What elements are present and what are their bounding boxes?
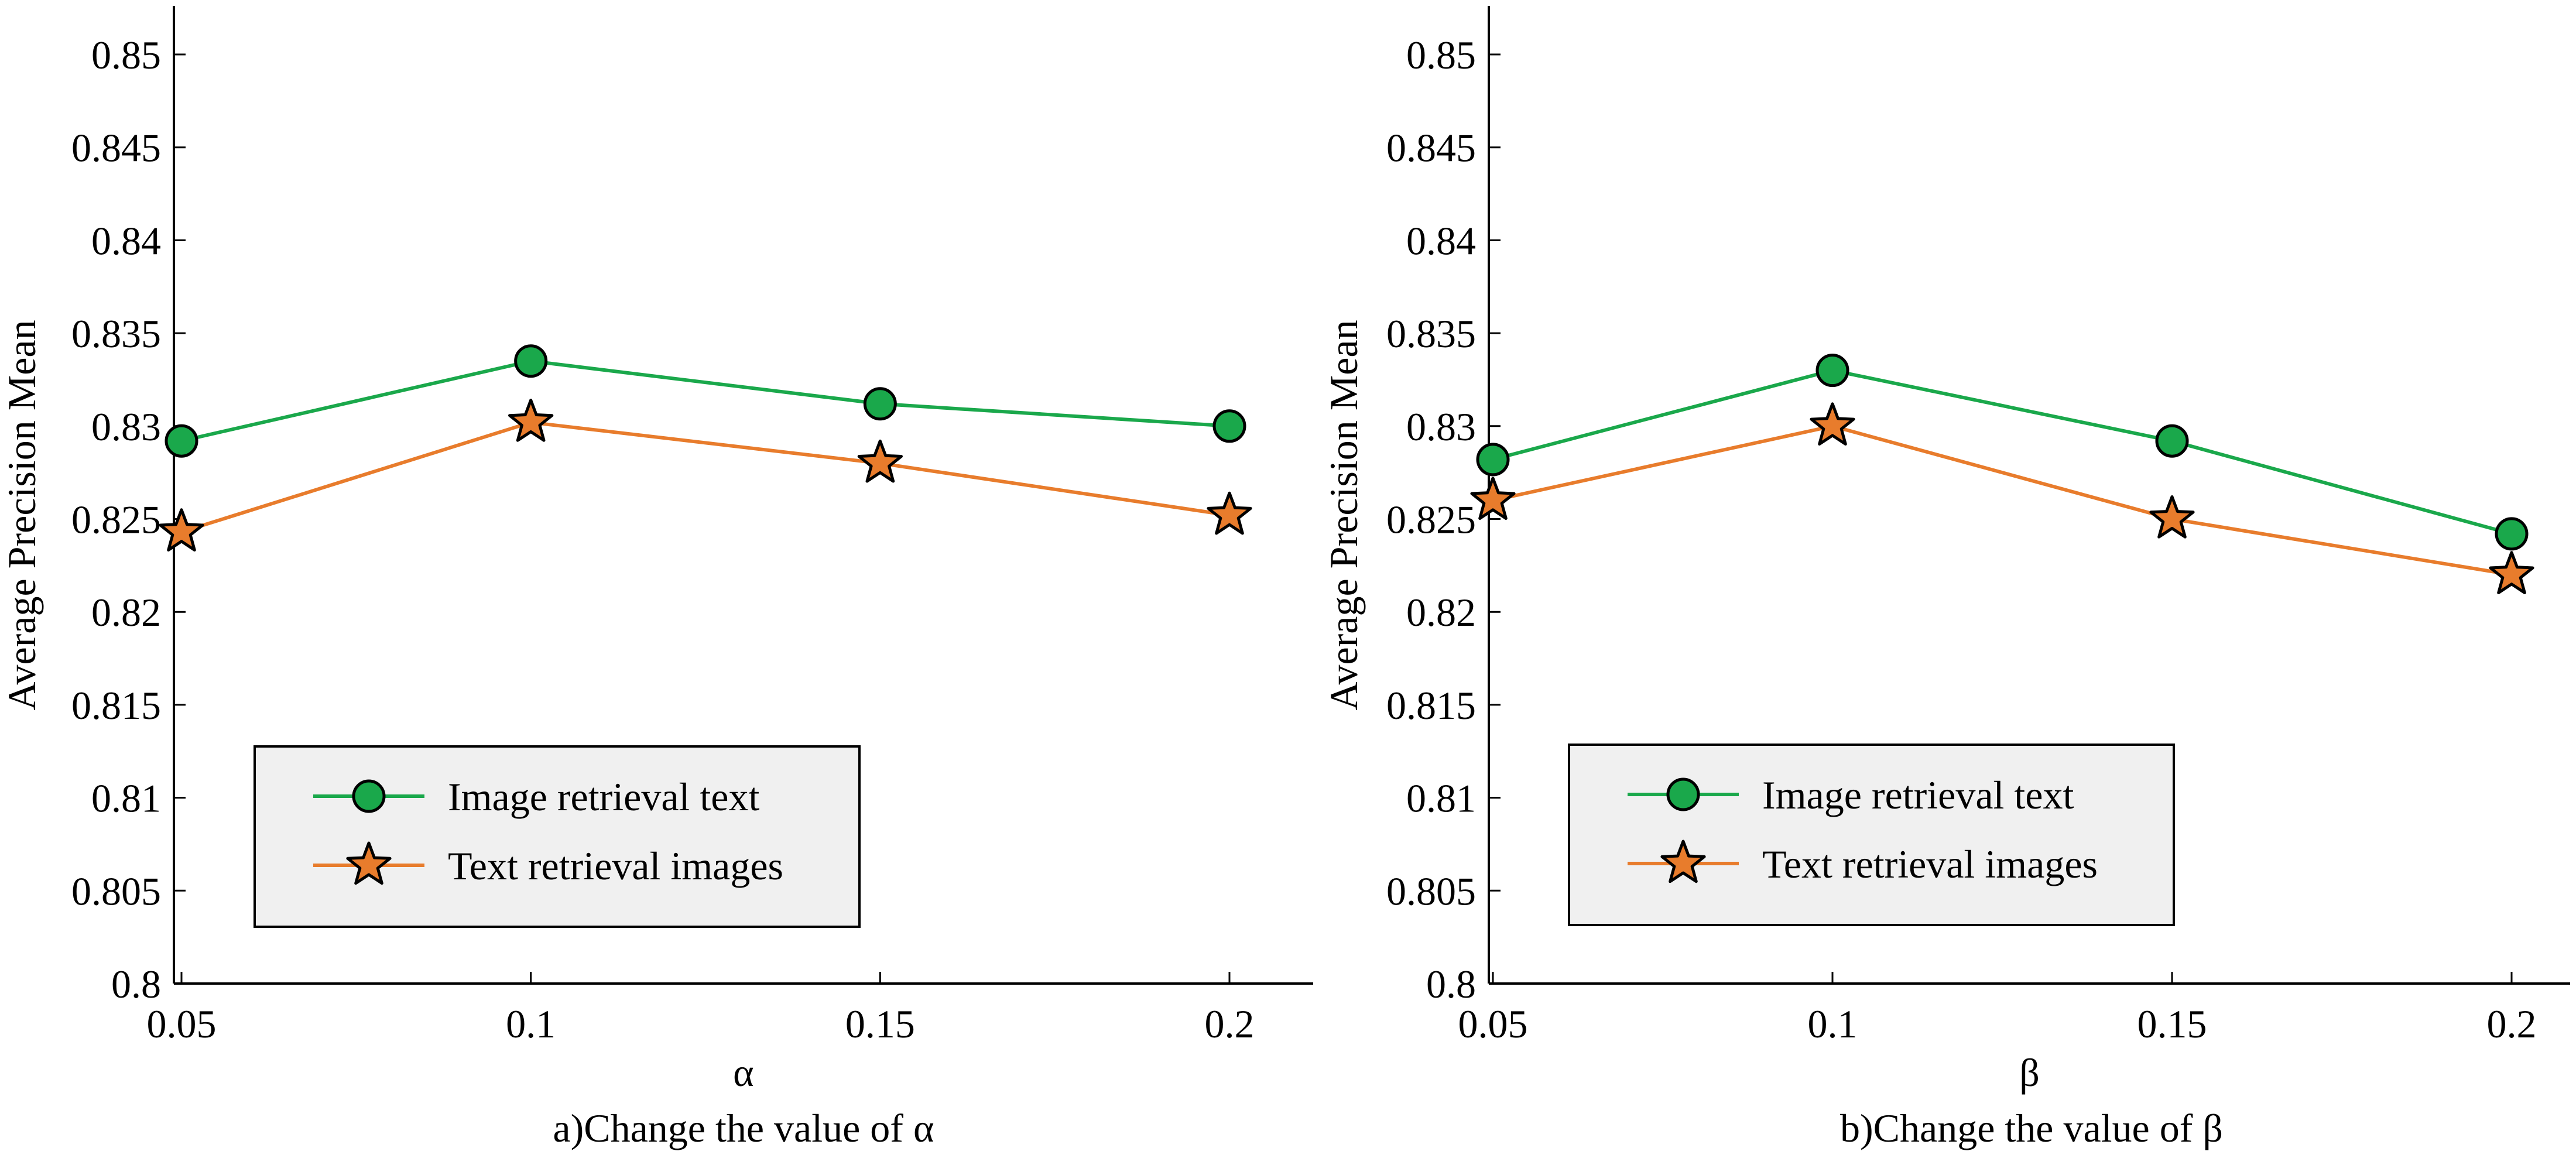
y-tick-label: 0.81 xyxy=(1406,776,1476,821)
y-tick-label: 0.845 xyxy=(71,126,161,170)
series-point-star xyxy=(1810,402,1855,446)
series-point-star xyxy=(1207,491,1252,535)
y-tick-label: 0.82 xyxy=(91,590,161,635)
y-tick-label: 0.835 xyxy=(1386,311,1476,356)
y-tick-label: 0.845 xyxy=(1386,126,1476,170)
y-tick-label: 0.8 xyxy=(111,962,161,1006)
legend-label: Text retrieval images xyxy=(448,844,783,888)
x-tick-label: 0.05 xyxy=(1458,1002,1528,1046)
y-tick-label: 0.84 xyxy=(91,218,161,263)
series-point-circle xyxy=(1212,409,1246,443)
series-point-star xyxy=(2149,495,2195,539)
x-axis-title: β xyxy=(2019,1050,2040,1095)
series-line-1 xyxy=(181,359,1230,443)
legend-marker-circle xyxy=(1666,777,1700,811)
y-tick-label: 0.82 xyxy=(1406,590,1476,635)
series-point-star xyxy=(1470,477,1516,520)
series-point-circle xyxy=(2495,517,2529,551)
series-point-circle xyxy=(863,387,897,421)
series-point-circle xyxy=(2155,424,2189,458)
x-tick-label: 0.2 xyxy=(1205,1002,1255,1046)
y-axis-title: Average Precision Mean xyxy=(0,320,44,710)
x-tick-label: 0.15 xyxy=(2137,1002,2207,1046)
panel-caption: a)Change the value of α xyxy=(553,1106,934,1150)
legend-marker-star xyxy=(1660,840,1706,883)
series-point-star xyxy=(857,439,903,483)
series-point-circle xyxy=(165,424,198,458)
panel-caption: b)Change the value of β xyxy=(1840,1106,2223,1150)
series-point-circle xyxy=(514,344,548,378)
series-line-1 xyxy=(1492,368,2512,536)
legend-marker-star xyxy=(346,841,392,885)
y-tick-label: 0.83 xyxy=(1406,405,1476,449)
legend-label: Image retrieval text xyxy=(448,775,759,819)
series-line-2 xyxy=(181,420,1230,534)
series-point-circle xyxy=(1815,354,1849,388)
y-tick-label: 0.835 xyxy=(71,311,161,356)
y-axis-title: Average Precision Mean xyxy=(1321,320,1366,710)
y-tick-label: 0.84 xyxy=(1406,218,1476,263)
legend-box xyxy=(254,745,861,928)
x-axis-title: α xyxy=(733,1050,754,1095)
legend: Image retrieval text Text retrieval image… xyxy=(1568,744,2175,926)
y-tick-label: 0.83 xyxy=(91,405,161,449)
y-tick-label: 0.825 xyxy=(1386,498,1476,542)
x-tick-label: 0.05 xyxy=(147,1002,217,1046)
chart-panel-1: 0.8 0.805 0.81 0.815 0.82 0.825 0.83 0.835 0.84 0… xyxy=(0,6,1313,1150)
series-point-circle xyxy=(1476,443,1510,477)
x-tick-label: 0.1 xyxy=(506,1002,556,1046)
y-tick-label: 0.81 xyxy=(91,776,161,821)
y-tick-label: 0.815 xyxy=(71,683,161,728)
x-tick-label: 0.1 xyxy=(1808,1002,1858,1046)
x-tick-label: 0.15 xyxy=(845,1002,915,1046)
y-tick-label: 0.805 xyxy=(71,869,161,913)
y-tick-label: 0.815 xyxy=(1386,683,1476,728)
series-point-star xyxy=(159,508,204,551)
legend-box xyxy=(1568,744,2175,926)
series-line-2 xyxy=(1492,424,2512,577)
y-tick-label: 0.8 xyxy=(1426,962,1476,1006)
series-point-star xyxy=(508,399,554,442)
y-tick-label: 0.85 xyxy=(1406,33,1476,77)
y-tick-label: 0.805 xyxy=(1386,869,1476,913)
y-tick-label: 0.85 xyxy=(91,33,161,77)
legend: Image retrieval text Text retrieval image… xyxy=(254,745,861,928)
legend-marker-circle xyxy=(352,779,386,813)
legend-label: Image retrieval text xyxy=(1762,773,2074,817)
legend-label: Text retrieval images xyxy=(1762,842,2098,886)
y-tick-label: 0.825 xyxy=(71,498,161,542)
series-point-star xyxy=(2489,551,2534,594)
chart-panel-2: 0.8 0.805 0.81 0.815 0.82 0.825 0.83 0.835 0.84 0… xyxy=(1321,6,2570,1150)
x-tick-label: 0.2 xyxy=(2487,1002,2537,1046)
